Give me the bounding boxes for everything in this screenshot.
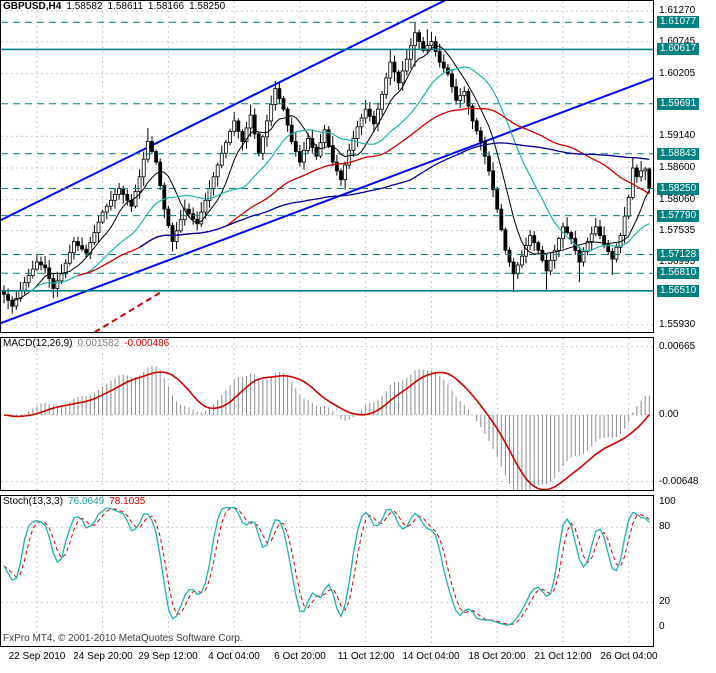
price-tick-label: 1.59140 (659, 130, 696, 141)
stoch-main-value: 76.0649 (68, 496, 105, 507)
time-label: 11 Oct 12:00 (337, 651, 395, 662)
channel-lower-line (0, 76, 654, 325)
time-label: 4 Oct 04:00 (208, 651, 260, 662)
level-price-label: 1.58843 (657, 148, 700, 160)
level-price-label: 1.57128 (657, 249, 700, 261)
price-tick-label: 1.57535 (659, 225, 696, 236)
ohlc-close-value: 1.58250 (189, 1, 226, 12)
price-tick-label: 1.61270 (659, 5, 696, 16)
time-label: 29 Sep 12:00 (138, 651, 198, 662)
stoch-grid (1, 496, 653, 646)
ohlc-high-value: 1.58611 (107, 1, 143, 12)
stoch-tick-label: 0 (659, 621, 665, 632)
stoch-signal-line (3, 507, 650, 626)
macd-panel[interactable]: MACD(12,26,9) 0.001582 -0.000486 (0, 337, 654, 491)
price-tick-label: 1.56995 (659, 256, 696, 267)
stoch-tick-label: 80 (659, 521, 671, 532)
macd-signal-line (3, 371, 650, 491)
ma-21-line (28, 66, 650, 293)
copyright-note: FxPro MT4, © 2001-2010 MetaQuotes Softwa… (3, 633, 243, 644)
price-tick-label: 1.58060 (659, 194, 696, 205)
time-label: 22 Sep 2010 (8, 651, 66, 662)
macd-indicator-label: MACD(12,26,9) 0.001582 -0.000486 (3, 338, 174, 349)
stoch-tick-label: 20 (659, 596, 671, 607)
macd-tick-label: 0.00665 (659, 341, 696, 352)
price-chart-plot[interactable] (0, 0, 654, 333)
ohlc-open-value: 1.58582 (66, 1, 103, 12)
level-price-label: 1.60617 (657, 43, 700, 55)
price-tick-label: 1.60745 (659, 36, 696, 47)
time-label: 21 Oct 12:00 (534, 651, 592, 662)
time-label: 24 Sep 20:00 (73, 651, 133, 662)
current-price-label: 1.58250 (657, 183, 700, 195)
price-tick-label: 1.58600 (659, 162, 696, 173)
ma-100-line (139, 142, 650, 248)
stoch-tick-label: 100 (659, 496, 676, 507)
time-label: 14 Oct 04:00 (402, 651, 460, 662)
price-chart-panel[interactable]: GBPUSD,H4 1.58582 1.58611 1.58166 1.58250 (0, 0, 654, 333)
time-label: 18 Oct 20:00 (468, 651, 526, 662)
macd-name: MACD(12,26,9) (3, 338, 73, 349)
stoch-signal-value: 78.1035 (109, 496, 146, 507)
macd-histogram (7, 365, 650, 491)
level-price-label: 1.56810 (657, 267, 700, 279)
stochastic-panel[interactable]: Stoch(13,3,3) 76.0649 78.1035 FxPro MT4, ©… (0, 495, 654, 647)
support-resistance-levels (1, 21, 653, 292)
stoch-main-line (3, 506, 650, 626)
time-scale[interactable]: 22 Sep 2010 24 Sep 20:00 29 Sep 12:00 4 … (0, 649, 716, 667)
level-price-label: 1.56510 (657, 285, 700, 297)
macd-plot[interactable] (0, 337, 654, 491)
ohlc-low-value: 1.58166 (147, 1, 185, 12)
macd-signal-value: -0.000486 (124, 338, 170, 349)
time-label: 26 Oct 04:00 (600, 651, 658, 662)
time-label: 6 Oct 20:00 (274, 651, 326, 662)
level-price-label: 1.57790 (657, 210, 700, 222)
moving-averages (12, 45, 650, 301)
trendlines (0, 0, 654, 333)
symbol-period-label: GBPUSD,H4 (3, 1, 62, 12)
stochastic-plot[interactable] (0, 495, 654, 647)
price-scale[interactable]: 1.61270 1.60745 1.60205 1.59140 1.58600 1.580… (656, 0, 716, 673)
level-price-label: 1.59691 (657, 98, 700, 110)
macd-tick-label: 0.00 (659, 409, 679, 420)
price-tick-label: 1.55930 (659, 319, 696, 330)
level-price-label: 1.61077 (657, 16, 700, 28)
price-tick-label: 1.60205 (659, 68, 696, 79)
macd-tick-label: -0.00648 (659, 476, 699, 487)
chart-title: GBPUSD,H4 1.58582 1.58611 1.58166 1.58250 (3, 1, 230, 12)
ma-8-line (12, 45, 650, 301)
stoch-name: Stoch(13,3,3) (3, 496, 64, 507)
channel-upper-line (0, 0, 449, 222)
stochastic-indicator-label: Stoch(13,3,3) 76.0649 78.1035 (3, 496, 150, 507)
macd-main-value: 0.001582 (77, 338, 120, 349)
broken-support-line (91, 291, 161, 333)
